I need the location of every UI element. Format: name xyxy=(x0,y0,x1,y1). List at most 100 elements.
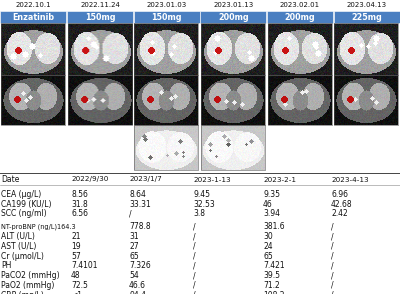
Bar xyxy=(334,11,400,23)
Bar xyxy=(134,23,198,75)
Text: /: / xyxy=(193,232,196,241)
Text: 2022.10.1: 2022.10.1 xyxy=(16,2,51,8)
Text: 2023.01.03: 2023.01.03 xyxy=(146,2,187,8)
Text: 65: 65 xyxy=(129,252,139,260)
Text: 8.64: 8.64 xyxy=(129,190,146,199)
Bar xyxy=(134,125,198,170)
Text: 46.6: 46.6 xyxy=(129,281,146,290)
Text: 7.4101: 7.4101 xyxy=(71,261,98,270)
Text: 31.8: 31.8 xyxy=(71,200,88,209)
Bar xyxy=(201,23,265,75)
Bar xyxy=(267,11,333,23)
Text: 2023/1/7: 2023/1/7 xyxy=(129,176,162,183)
Text: 19: 19 xyxy=(71,242,81,251)
Text: 33.31: 33.31 xyxy=(129,200,151,209)
Text: 2022.11.24: 2022.11.24 xyxy=(80,2,120,8)
Text: CA199 (KU/L): CA199 (KU/L) xyxy=(1,200,52,209)
Text: 2023-4-13: 2023-4-13 xyxy=(331,176,369,183)
Text: 8.56: 8.56 xyxy=(71,190,88,199)
Text: 200mg: 200mg xyxy=(285,13,315,21)
Text: 2023-2-1: 2023-2-1 xyxy=(263,176,296,183)
Text: 24: 24 xyxy=(263,242,273,251)
Text: PaO2 (mmHg): PaO2 (mmHg) xyxy=(1,281,54,290)
Text: 3.94: 3.94 xyxy=(263,209,280,218)
Text: 6.56: 6.56 xyxy=(71,209,88,218)
Text: 381.6: 381.6 xyxy=(263,222,285,231)
Text: /: / xyxy=(193,242,196,251)
Text: 72.5: 72.5 xyxy=(71,281,88,290)
Text: 65: 65 xyxy=(263,252,273,260)
Text: /: / xyxy=(331,252,334,260)
Text: /: / xyxy=(331,232,334,241)
Text: /: / xyxy=(331,291,334,294)
Text: /: / xyxy=(331,222,334,231)
Text: 150mg: 150mg xyxy=(152,13,182,21)
Text: 9.35: 9.35 xyxy=(263,190,280,199)
Text: CEA (μg/L): CEA (μg/L) xyxy=(1,190,41,199)
Text: Cr (μmol/L): Cr (μmol/L) xyxy=(1,252,44,260)
Bar xyxy=(268,23,332,75)
Text: 2023-1-13: 2023-1-13 xyxy=(193,176,231,183)
Text: 30: 30 xyxy=(263,232,273,241)
Text: 21: 21 xyxy=(71,232,80,241)
Text: ALT (U/L): ALT (U/L) xyxy=(1,232,35,241)
Text: /: / xyxy=(331,242,334,251)
Text: 48: 48 xyxy=(71,271,81,280)
Text: 225mg: 225mg xyxy=(351,13,382,21)
Text: /: / xyxy=(193,252,196,260)
Text: /: / xyxy=(193,271,196,280)
Text: 2023.01.13: 2023.01.13 xyxy=(213,2,254,8)
Bar xyxy=(68,75,132,125)
Text: 94.4: 94.4 xyxy=(129,291,146,294)
Text: /: / xyxy=(331,281,334,290)
Text: 778.8: 778.8 xyxy=(129,222,151,231)
Text: 42.68: 42.68 xyxy=(331,200,353,209)
Text: /: / xyxy=(193,222,196,231)
Bar xyxy=(1,75,65,125)
Text: 7.421: 7.421 xyxy=(263,261,285,270)
Text: 32.53: 32.53 xyxy=(193,200,215,209)
Text: 2.42: 2.42 xyxy=(331,209,348,218)
Text: Date: Date xyxy=(1,175,19,184)
Text: 57: 57 xyxy=(71,252,81,260)
Text: 46: 46 xyxy=(263,200,273,209)
Text: PaCO2 (mmHg): PaCO2 (mmHg) xyxy=(1,271,60,280)
Text: 2023.04.13: 2023.04.13 xyxy=(347,2,387,8)
Text: 108.2: 108.2 xyxy=(263,291,284,294)
Text: /: / xyxy=(193,291,196,294)
Bar xyxy=(1,23,65,75)
Text: /: / xyxy=(193,261,196,270)
Bar xyxy=(200,11,266,23)
Bar xyxy=(201,125,265,170)
Bar xyxy=(201,75,265,125)
Text: /: / xyxy=(193,281,196,290)
Text: 9.45: 9.45 xyxy=(193,190,210,199)
Bar xyxy=(134,11,200,23)
Text: 54: 54 xyxy=(129,271,139,280)
Text: 2023.02.01: 2023.02.01 xyxy=(280,2,320,8)
Bar xyxy=(334,23,398,75)
Text: AST (U/L): AST (U/L) xyxy=(1,242,36,251)
Text: 7.326: 7.326 xyxy=(129,261,151,270)
Text: PH: PH xyxy=(1,261,11,270)
Text: /: / xyxy=(331,261,334,270)
Bar xyxy=(134,75,198,125)
Bar xyxy=(334,75,398,125)
Text: 27: 27 xyxy=(129,242,139,251)
Text: Enzatinib: Enzatinib xyxy=(12,13,54,21)
Text: 150mg: 150mg xyxy=(85,13,115,21)
Text: 3.8: 3.8 xyxy=(193,209,205,218)
Text: 200mg: 200mg xyxy=(218,13,249,21)
Text: NT-proBNP (ng/L)164.3: NT-proBNP (ng/L)164.3 xyxy=(1,223,76,230)
Text: 31: 31 xyxy=(129,232,139,241)
Bar xyxy=(68,23,132,75)
Text: /: / xyxy=(331,271,334,280)
Text: 2022/9/30: 2022/9/30 xyxy=(71,176,108,183)
Text: 39.5: 39.5 xyxy=(263,271,280,280)
Bar xyxy=(268,75,332,125)
Text: SCC (ng/ml): SCC (ng/ml) xyxy=(1,209,47,218)
Text: CRP (mg/L): CRP (mg/L) xyxy=(1,291,44,294)
Bar xyxy=(0,11,66,23)
Bar xyxy=(67,11,133,23)
Text: 71.2: 71.2 xyxy=(263,281,280,290)
